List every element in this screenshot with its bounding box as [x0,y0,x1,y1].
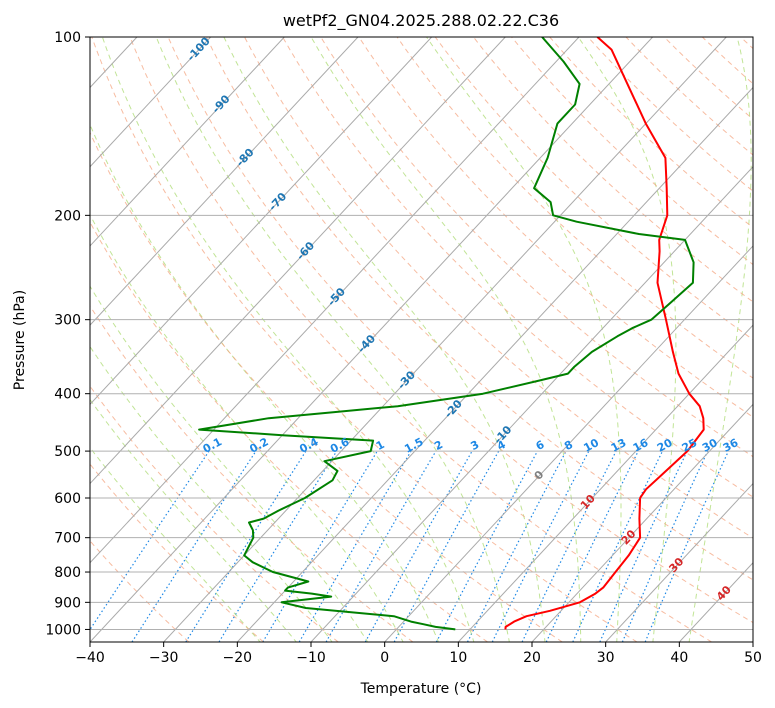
isotherm-line [457,324,753,642]
dry-adiabat-line [90,221,488,642]
dewpoint-line [198,37,695,631]
chart-title: wetPf2_GN04.2025.288.02.22.C36 [283,11,559,31]
x-tick-label: 20 [523,650,541,666]
mixing-ratio-label: 25 [680,436,700,455]
y-tick-label: 1000 [45,622,81,638]
isotherm-line [236,86,753,642]
dry-adiabat-line [320,37,753,458]
mixing-ratio-line [393,450,500,642]
isotherm-line [310,165,753,642]
moist-adiabat-line [90,213,404,642]
x-tick-label: 40 [670,650,688,666]
mixing-ratio-label: 13 [609,436,629,455]
y-tick-label: 900 [54,595,81,611]
x-tick-label: −30 [149,650,179,666]
mixing-ratio-label: 10 [581,436,601,455]
mixing-ratio-line [521,450,617,642]
moist-adiabat-line [90,123,440,642]
dry-adiabat-line [90,131,563,642]
mixing-ratio-line [185,450,307,642]
y-tick-label: 100 [54,30,81,46]
isotherm-line [90,37,580,564]
moist-adiabat-line [688,37,752,642]
mixing-ratio-line [621,450,709,642]
isotherm-line [531,403,753,642]
mixing-ratio-line [435,450,539,642]
axes: −40 −30 −20 −10 0 10 20 30 40 50 100 200 300 400 500 60… [45,30,762,666]
y-tick-label: 700 [54,531,81,547]
isotherm-line [90,37,654,642]
pressure-gridlines [90,37,753,630]
dry-adiabat-line [167,37,753,624]
mixing-ratio-line [90,450,210,631]
mixing-ratio-label: 30 [700,436,720,455]
x-tick-label: 30 [597,650,615,666]
isotherm-line [90,37,212,168]
x-tick-label: 10 [449,650,467,666]
dry-adiabat-line [90,463,264,642]
moist-adiabat-line [155,37,510,642]
dry-adiabat-line [91,37,638,642]
isotherm-line [0,37,63,642]
moist-adiabat-line [310,37,582,642]
y-tick-label: 400 [54,387,81,403]
x-tick-label: 50 [744,650,762,666]
y-axis-label: Pressure (hPa) [12,290,28,390]
isotherm-line [90,37,433,406]
mixing-ratio-label: 20 [655,436,675,455]
x-tick-label: −10 [296,650,326,666]
mixing-ratio-label: 36 [721,436,741,455]
plot-frame [89,36,754,643]
isotherm-line [384,245,753,642]
plot-background [90,37,753,642]
isotherm-line [90,37,506,485]
y-tick-label: 300 [54,313,81,329]
isotherm-line [605,482,753,642]
dry-adiabat-line [205,37,753,581]
mixing-ratio-line [364,450,473,642]
x-tick-label: 0 [380,650,389,666]
sounding-series [198,37,705,631]
isotherm-line [90,37,359,326]
isotherms [0,37,753,642]
temperature-line [504,37,705,630]
y-tick-label: 800 [54,565,81,581]
isotherm-line [752,641,753,642]
mixing-ratio-line [491,450,590,642]
dry-adiabat-line [434,37,753,341]
moist-adiabat-line [426,37,622,642]
dry-adiabat-line [90,385,339,642]
moist-adiabat-line [101,37,475,642]
y-tick-label: 200 [54,208,81,224]
y-tick-label: 600 [54,491,81,507]
moist-adiabat-line [90,285,369,642]
y-tick-label: 500 [54,444,81,460]
isotherm-line [90,37,285,247]
moist-adiabat-line [577,37,677,642]
dry-adiabat-line [282,37,753,498]
mixing-ratio-line [131,450,257,642]
isotherm-line [163,37,727,642]
x-tick-label: −40 [75,650,105,666]
x-axis-label: Temperature (°C) [360,681,482,697]
moist-adiabat-line [90,446,261,642]
mixing-ratio-label: 16 [631,436,651,455]
x-tick-label: −20 [223,650,253,666]
dry-adiabat-line [129,37,712,642]
